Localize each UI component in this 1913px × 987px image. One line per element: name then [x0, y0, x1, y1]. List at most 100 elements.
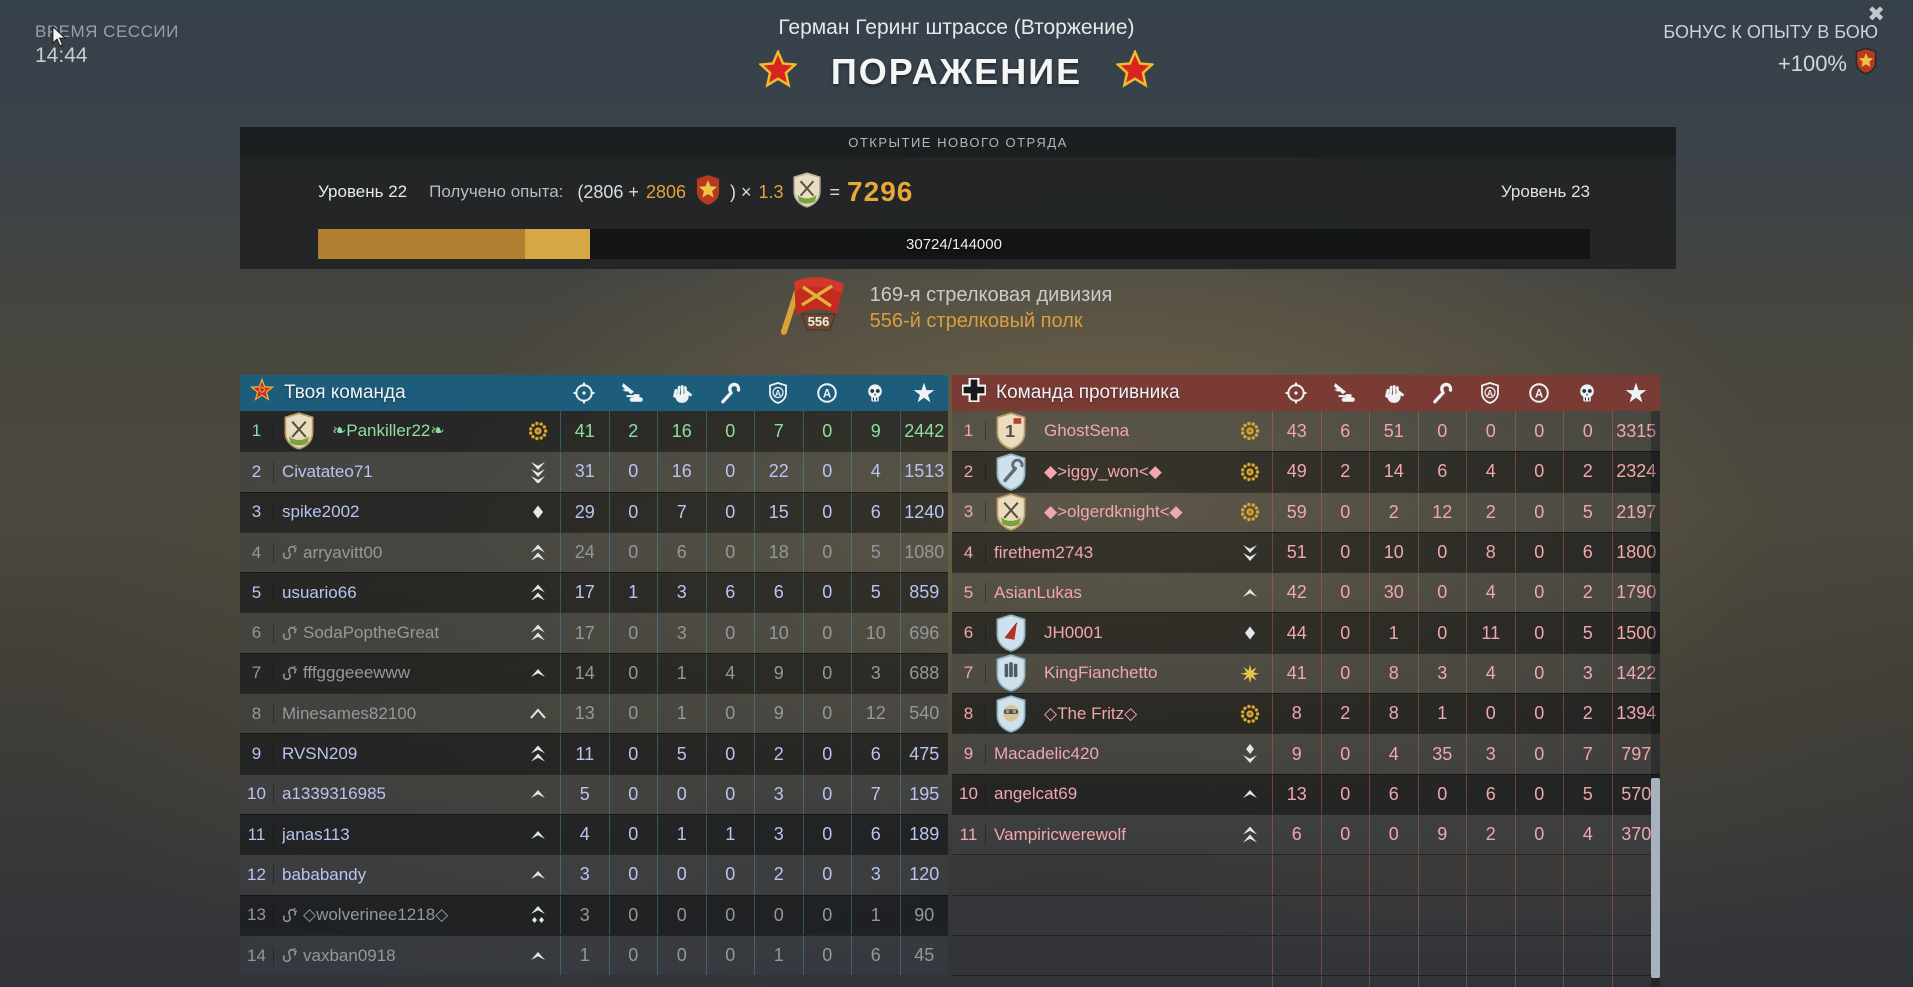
player-name: a1339316985	[282, 784, 387, 804]
rank-badge-chevrons_up_2-icon	[518, 743, 558, 765]
player-row[interactable]: 12 bababandy 3 0 0 0 2 0 3 120	[240, 854, 948, 895]
player-row[interactable]: 5 usuario66 17 1 3 6 6 0 5 859	[240, 572, 948, 613]
player-row[interactable]: 8 ◇The Fritz◇ 8 2 8 1 0 0 2 1394	[952, 693, 1660, 734]
stat-value: 11	[560, 734, 609, 774]
stat-value: 5	[851, 532, 900, 573]
stat-value: 0	[802, 411, 852, 452]
stat-value: 2	[754, 855, 803, 895]
player-row[interactable]: 2 Civatateo71 31 0 16 0 22 0 4 1513	[240, 451, 948, 492]
stat-value: 0	[705, 613, 755, 653]
skull-icon	[1563, 382, 1612, 404]
stat-value: 0	[1514, 653, 1564, 694]
stat-value: 0	[608, 734, 658, 774]
stat-value: 6	[1320, 411, 1370, 452]
team-rows: 1 1 GhostSena 43 6 51 0 0 0 0 3315 2 ◆>iggy_won<◆ 49 2…	[952, 411, 1660, 987]
player-row[interactable]: 6 JH0001 44 0 1 0 11 0 5 1500	[952, 612, 1660, 653]
stat-value: 2	[608, 411, 658, 452]
player-name: arryavitt00	[303, 542, 383, 562]
scrollbar-track[interactable]	[1651, 411, 1660, 987]
stat-value: 7	[754, 411, 803, 452]
stat-value: 8	[1369, 694, 1418, 734]
player-row[interactable]: 1 1 GhostSena 43 6 51 0 0 0 0 3315	[952, 411, 1660, 452]
scrollbar-thumb[interactable]	[1651, 778, 1660, 978]
session-time-value: 14:44	[35, 44, 88, 67]
formula-total-xp: 7296	[847, 176, 914, 207]
stat-value: 0	[802, 774, 852, 814]
stat-value: 4	[851, 452, 900, 492]
player-name: bababandy	[282, 864, 367, 884]
stat-value: 0	[1320, 774, 1370, 814]
stat-value: 0	[608, 855, 658, 895]
stat-value: 0	[1417, 573, 1467, 613]
player-row[interactable]: 5 AsianLukas 42 0 30 0 4 0 2 1790	[952, 572, 1661, 613]
stat-value: 43	[1272, 411, 1321, 452]
disconnected-icon	[282, 907, 297, 922]
stat-value: 0	[705, 532, 755, 573]
stat-value: 0	[705, 895, 755, 935]
stat-value: 0	[608, 613, 658, 653]
rank-number: 7	[240, 663, 274, 684]
session-time-label: ВРЕМЯ СЕССИИ	[35, 22, 179, 41]
stat-value: 0	[802, 613, 852, 653]
bonus-label: БОНУС К ОПЫТУ В БОЮ	[1663, 22, 1878, 42]
next-level-label: Уровень 23	[1500, 182, 1590, 201]
player-row[interactable]: 7 fffgggeeewww 14 0 1 4 9 0 3 688	[240, 652, 948, 694]
stat-value: 10	[1369, 532, 1418, 573]
stat-value: 1790	[1611, 573, 1661, 613]
stat-value: 0	[705, 492, 755, 532]
stat-value: 16	[657, 411, 706, 452]
squad-emblem-rifles-icon	[986, 492, 1036, 532]
player-row[interactable]: 9 Macadelic420 9 0 4 35 3 0 7 797	[952, 733, 1660, 774]
squad-emblem-plane-icon	[986, 613, 1036, 653]
rank-badge-chevrons_down_2-icon	[1230, 542, 1270, 564]
player-row[interactable]: 10 angelcat69 13 0 6 0 6 0 5 570	[952, 773, 1660, 814]
stat-value: 195	[899, 774, 949, 814]
stat-value: 0	[802, 492, 852, 532]
player-row[interactable]: 1 ❧Pankiller22❧ 41 2 16 0 7 0 9 2442	[240, 411, 948, 452]
stat-value: 5	[851, 573, 900, 613]
player-row[interactable]: 3 ◆>olgerdknight<◆ 59 0 2 12 2 0 5 2197	[952, 491, 1660, 532]
player-row[interactable]: 6 SodaPoptheGreat 17 0 3 0 10 0 10 696	[240, 612, 949, 653]
stat-value: 696	[899, 613, 949, 653]
stat-value: 12	[851, 694, 900, 734]
close-button[interactable]: ✖	[1867, 3, 1885, 26]
stat-value: 29	[560, 492, 609, 532]
player-row[interactable]: 8 Minesames82100 13 0 1 0 9 0 12 540	[240, 693, 948, 734]
stat-value: 0	[1320, 653, 1370, 694]
stat-value: 0	[802, 694, 852, 734]
vehicle-kill-icon	[609, 382, 658, 404]
rank-number: 5	[240, 582, 274, 603]
player-name: RVSN209	[282, 744, 358, 764]
player-row[interactable]: 13 ◇wolverinee1218◇ 3 0 0 0 0 0 1 90	[240, 894, 948, 935]
player-row[interactable]: 4 firethem2743 51 0 10 0 8 0 6 1800	[952, 531, 1660, 573]
stat-value: 17	[560, 573, 609, 613]
player-name: JH0001	[1044, 623, 1103, 643]
stat-value: 10	[851, 613, 900, 653]
empty-row	[952, 854, 1660, 895]
player-row[interactable]: 7 KingFianchetto 41 0 8 3 4 0 3 1422	[952, 652, 1660, 694]
player-row[interactable]: 11 Vampiricwerewolf 6 0 0 9 2 0 4 370	[952, 813, 1660, 855]
rank-number: 3	[240, 502, 274, 523]
rank-badge-chevrons_up_2-icon	[518, 542, 558, 564]
xp-shield-icon	[693, 172, 723, 213]
player-row[interactable]: 2 ◆>iggy_won<◆ 49 2 14 6 4 0 2 2324	[952, 451, 1660, 492]
team-header: Твоя команда A A	[240, 375, 948, 411]
stat-value: 35	[1417, 734, 1467, 774]
player-row[interactable]: 4 arryavitt00 24 0 6 0 18 0 5 1080	[240, 531, 948, 573]
stat-value: 9	[1417, 814, 1467, 855]
stat-value: 6	[1417, 452, 1467, 492]
stat-value: 3	[754, 814, 803, 855]
squad-shield-icon	[791, 171, 823, 214]
player-row[interactable]: 10 a1339316985 5 0 0 0 3 0 7 195	[240, 773, 949, 814]
player-row[interactable]: 11 janas113 4 0 1 1 3 0 6 189	[240, 813, 948, 855]
stat-value: 0	[754, 895, 803, 935]
stat-value: 14	[1369, 452, 1418, 492]
stat-value: 3	[851, 855, 900, 895]
stat-value: 0	[1514, 492, 1564, 532]
player-row[interactable]: 14 vaxban0918 1 0 0 0 1 0 6 45	[240, 934, 948, 976]
player-row[interactable]: 9 RVSN209 11 0 5 0 2 0 6 475	[240, 733, 948, 774]
player-row[interactable]: 3 spike2002 29 0 7 0 15 0 6 1240	[240, 491, 948, 532]
formula-close: ) ×	[729, 181, 752, 202]
rank-badge-wreath-icon	[1230, 501, 1270, 523]
player-name: firethem2743	[994, 542, 1094, 562]
